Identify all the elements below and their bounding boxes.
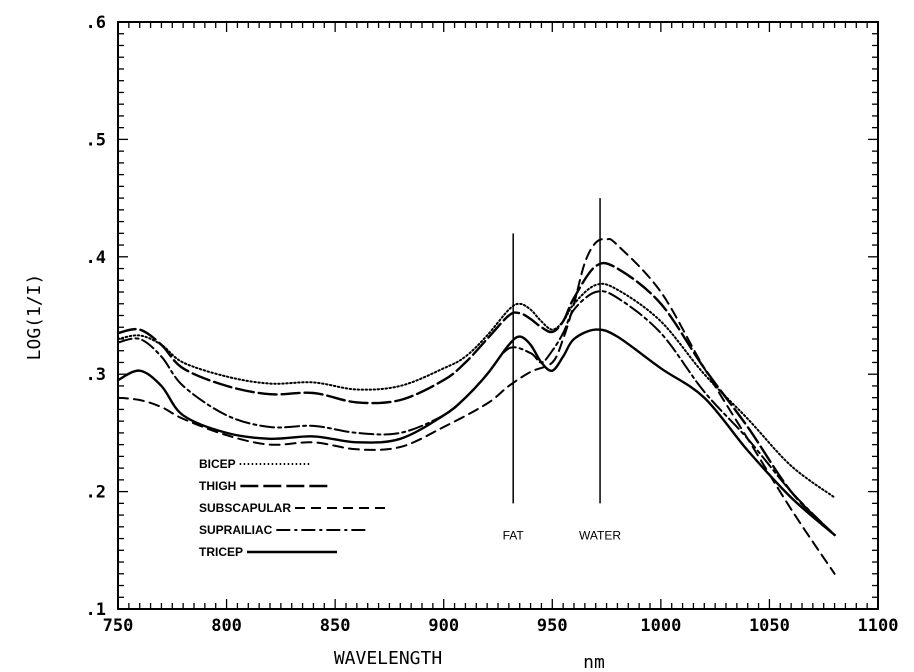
y-tick-label: .4 <box>86 248 106 268</box>
series-line-suprailiac <box>117 290 836 536</box>
y-tick-label: .1 <box>86 600 106 620</box>
series-line-thigh <box>116 261 836 537</box>
tick-labels: 750 800 850 900 950 1000 1050 1100 .1 .2 .3 .4 .5 .6 <box>86 13 899 636</box>
annotation-layer: FAT WATER <box>503 198 621 542</box>
legend-label-tricep: TRICEP <box>199 545 243 559</box>
series-line-tricep <box>116 328 836 537</box>
y-tick-label: .3 <box>86 365 106 385</box>
plot-border <box>117 21 879 610</box>
x-tick-label: 750 <box>103 616 134 636</box>
legend-label-suprailiac: SUPRAILIAC <box>199 523 273 537</box>
series-line-bicep <box>117 282 836 499</box>
x-tick-label: 1050 <box>749 616 790 636</box>
y-axis-title: LOG(1/I) <box>24 274 45 361</box>
x-tick-label: 1100 <box>858 616 899 636</box>
annotation-label-water: WATER <box>579 528 621 542</box>
series-line-subscapular <box>117 237 836 575</box>
legend-label-subscapular: SUBSCAPULAR <box>199 501 291 515</box>
legend-label-bicep: BICEP <box>199 457 236 471</box>
x-tick-label: 800 <box>211 616 242 636</box>
y-tick-label: .2 <box>86 483 106 503</box>
x-tick-label: 850 <box>320 616 351 636</box>
series-layer <box>116 237 836 575</box>
y-tick-label: .6 <box>86 13 106 33</box>
x-tick-label: 1000 <box>640 616 681 636</box>
x-axis-unit: nm <box>583 652 605 672</box>
y-tick-label: .5 <box>86 130 106 150</box>
annotation-label-fat: FAT <box>503 528 525 542</box>
x-tick-label: 900 <box>428 616 459 636</box>
axis-ticks <box>117 21 879 610</box>
x-tick-label: 950 <box>537 616 568 636</box>
x-axis-title: WAVELENGTH <box>334 648 442 669</box>
plot-frame <box>117 21 879 610</box>
legend: BICEP THIGH SUBSCAPULAR SUPRAILIAC TRICEP <box>199 457 386 559</box>
legend-label-thigh: THIGH <box>199 479 236 493</box>
